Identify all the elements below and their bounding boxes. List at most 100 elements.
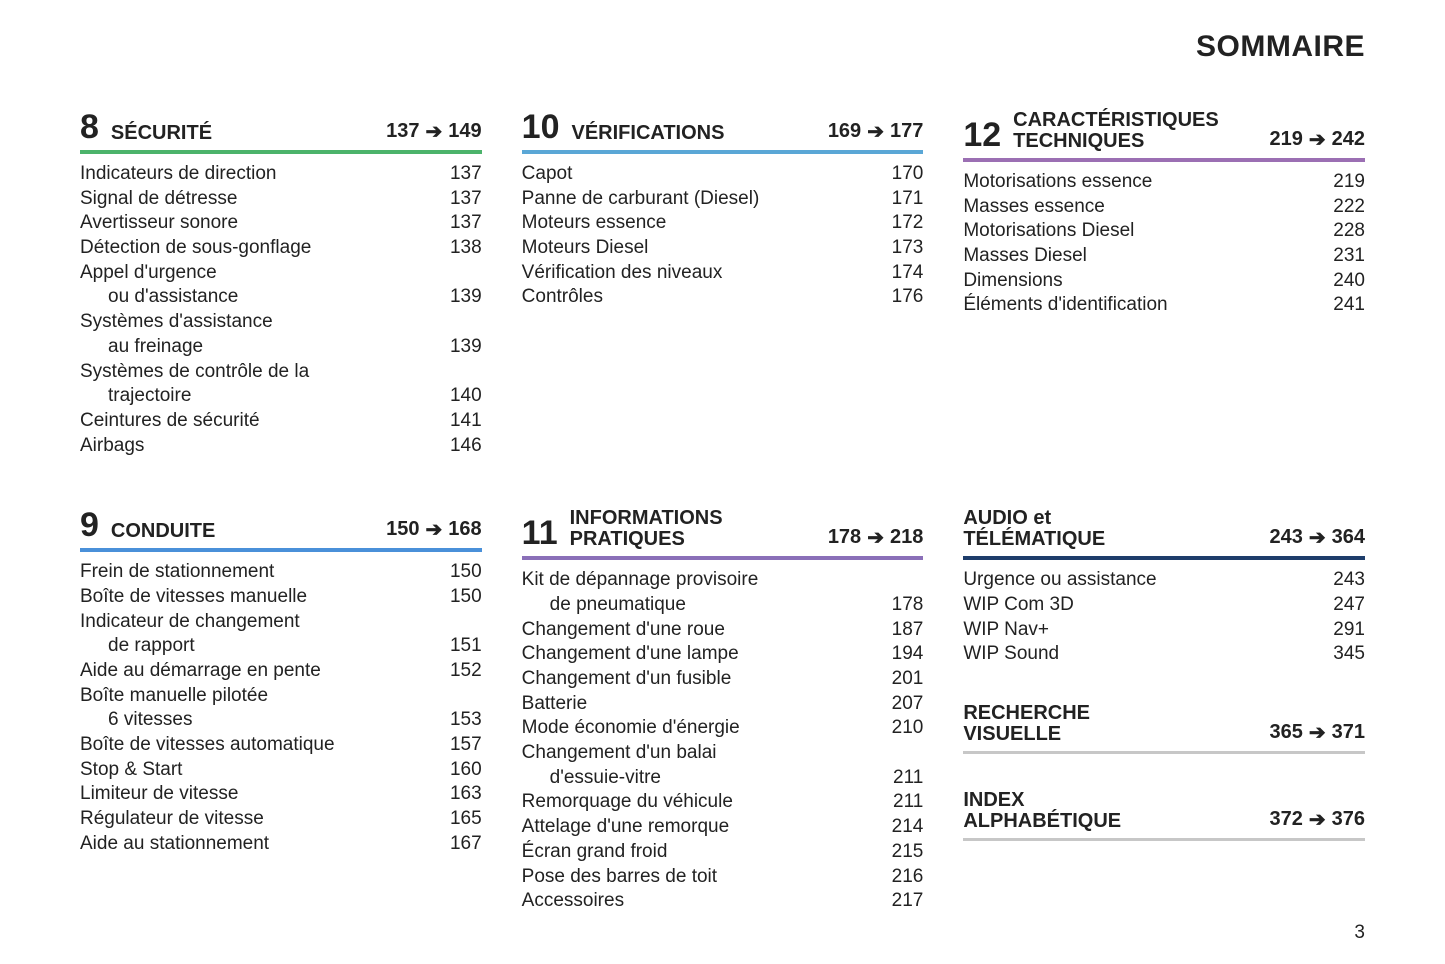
section-header: RECHERCHEVISUELLE365➔371 [963,703,1365,754]
toc-entry: Boîte manuelle pilotée [80,684,482,709]
entry-label: WIP Nav+ [963,618,1059,643]
page-range-end: 218 [890,526,923,549]
entry-label: Indicateur de changement [80,610,310,635]
entry-label: Écran grand froid [522,840,678,865]
toc-entry: au freinage139 [80,335,482,360]
toc-entry: Détection de sous-gonflage138 [80,236,482,261]
toc-entry: WIP Com 3D247 [963,593,1365,618]
toc-entry: Boîte de vitesses automatique157 [80,733,482,758]
toc-entry: Airbags 146 [80,434,482,459]
entry-label: Changement d'un balai [522,741,727,766]
section-title: CARACTÉRISTIQUESTECHNIQUES [1013,110,1219,152]
entry-page: 215 [873,840,923,865]
entry-label: Contrôles [522,285,613,310]
entry-page: 345 [1315,642,1365,667]
entry-label: Batterie [522,692,597,717]
entry-label: Urgence ou assistance [963,568,1166,593]
toc-entry: Attelage d'une remorque 214 [522,815,924,840]
entries-list: Urgence ou assistance243WIP Com 3D247WIP… [963,568,1365,667]
entries-list: Kit de dépannage provisoirede pneumatiqu… [522,568,924,914]
entry-label: Dimensions [963,269,1072,294]
section-number: 11 [522,516,558,550]
page-range-end: 371 [1332,721,1365,744]
entry-page: 146 [432,434,482,459]
entry-label: Frein de stationnement [80,560,284,585]
entry-label: Appel d'urgence [80,261,227,286]
entry-label: Systèmes de contrôle de la [80,360,319,385]
entry-label: Systèmes d'assistance [80,310,283,335]
entry-label: WIP Sound [963,642,1069,667]
entry-page: 216 [873,865,923,890]
toc-entry: Aide au stationnement167 [80,832,482,857]
entry-page: 194 [873,642,923,667]
entry-label: Ceintures de sécurité [80,409,270,434]
toc-entry: Moteurs Diesel173 [522,236,924,261]
entry-label: Attelage d'une remorque [522,815,740,840]
toc-entry: de rapport151 [80,634,482,659]
entry-page: 137 [432,187,482,212]
entry-label: Boîte de vitesses manuelle [80,585,317,610]
entry-page [432,261,482,286]
entry-page: 231 [1315,244,1365,269]
entry-label: Remorquage du véhicule [522,790,743,815]
toc-entry: trajectoire140 [80,384,482,409]
entry-label: Aide au stationnement [80,832,279,857]
entry-page: 137 [432,211,482,236]
entry-page: 219 [1315,170,1365,195]
page-number: 3 [1354,922,1365,944]
toc-entry: Urgence ou assistance243 [963,568,1365,593]
entry-page: 163 [432,782,482,807]
entry-page: 214 [873,815,923,840]
toc-entry: Signal de détresse137 [80,187,482,212]
entry-page: 141 [432,409,482,434]
entry-page: 241 [1315,293,1365,318]
arrow-icon: ➔ [1309,720,1326,745]
section-header: 8SÉCURITÉ137➔149 [80,110,482,154]
entry-label: Boîte de vitesses automatique [80,733,345,758]
section-header: 11INFORMATIONSPRATIQUES178➔218 [522,508,924,560]
toc-section: 9CONDUITE150➔168Frein de stationnement15… [80,508,482,914]
section-title: INFORMATIONSPRATIQUES [570,508,723,550]
page-range: 137➔149 [386,119,482,144]
entry-page: 240 [1315,269,1365,294]
entry-page: 178 [873,593,923,618]
section-title: VÉRIFICATIONS [571,123,724,144]
entry-label: Motorisations Diesel [963,219,1144,244]
toc-entry: Pose des barres de toit216 [522,865,924,890]
entry-page: 176 [873,285,923,310]
page-range-end: 177 [890,120,923,143]
section-number: 8 [80,110,99,144]
entry-page: 150 [432,560,482,585]
entry-label: Airbags [80,434,154,459]
entry-label: Limiteur de vitesse [80,782,248,807]
entry-label: Aide au démarrage en pente [80,659,331,684]
entry-label: Boîte manuelle pilotée [80,684,278,709]
entry-label: Capot [522,162,583,187]
page-title: SOMMAIRE [1196,30,1365,64]
entry-page: 160 [432,758,482,783]
toc-entry: Boîte de vitesses manuelle150 [80,585,482,610]
toc-entry: Systèmes de contrôle de la [80,360,482,385]
page-range-start: 169 [828,120,861,143]
entries-list: Capot170Panne de carburant (Diesel)171Mo… [522,162,924,310]
toc-entry: Accessoires217 [522,889,924,914]
toc-entry: Changement d'un balai [522,741,924,766]
entry-page: 210 [873,716,923,741]
page-range: 372➔376 [1269,807,1365,832]
entry-page: 151 [432,634,482,659]
entry-page: 228 [1315,219,1365,244]
toc-section: 8SÉCURITÉ137➔149 Indicateurs de direction… [80,110,482,458]
entry-label: Motorisations essence [963,170,1162,195]
entry-page [873,568,923,593]
entry-page [432,610,482,635]
toc-section: 12CARACTÉRISTIQUESTECHNIQUES219➔242Motor… [963,110,1365,458]
arrow-icon: ➔ [426,517,443,542]
page-range-start: 243 [1269,526,1302,549]
entry-label: Avertisseur sonore [80,211,248,236]
toc-entry: Appel d'urgence [80,261,482,286]
entry-page: 171 [873,187,923,212]
entry-page: 247 [1315,593,1365,618]
toc-entry: Mode économie d'énergie210 [522,716,924,741]
entries-list: Indicateurs de direction137Signal de dét… [80,162,482,458]
toc-entry: Éléments d'identification241 [963,293,1365,318]
